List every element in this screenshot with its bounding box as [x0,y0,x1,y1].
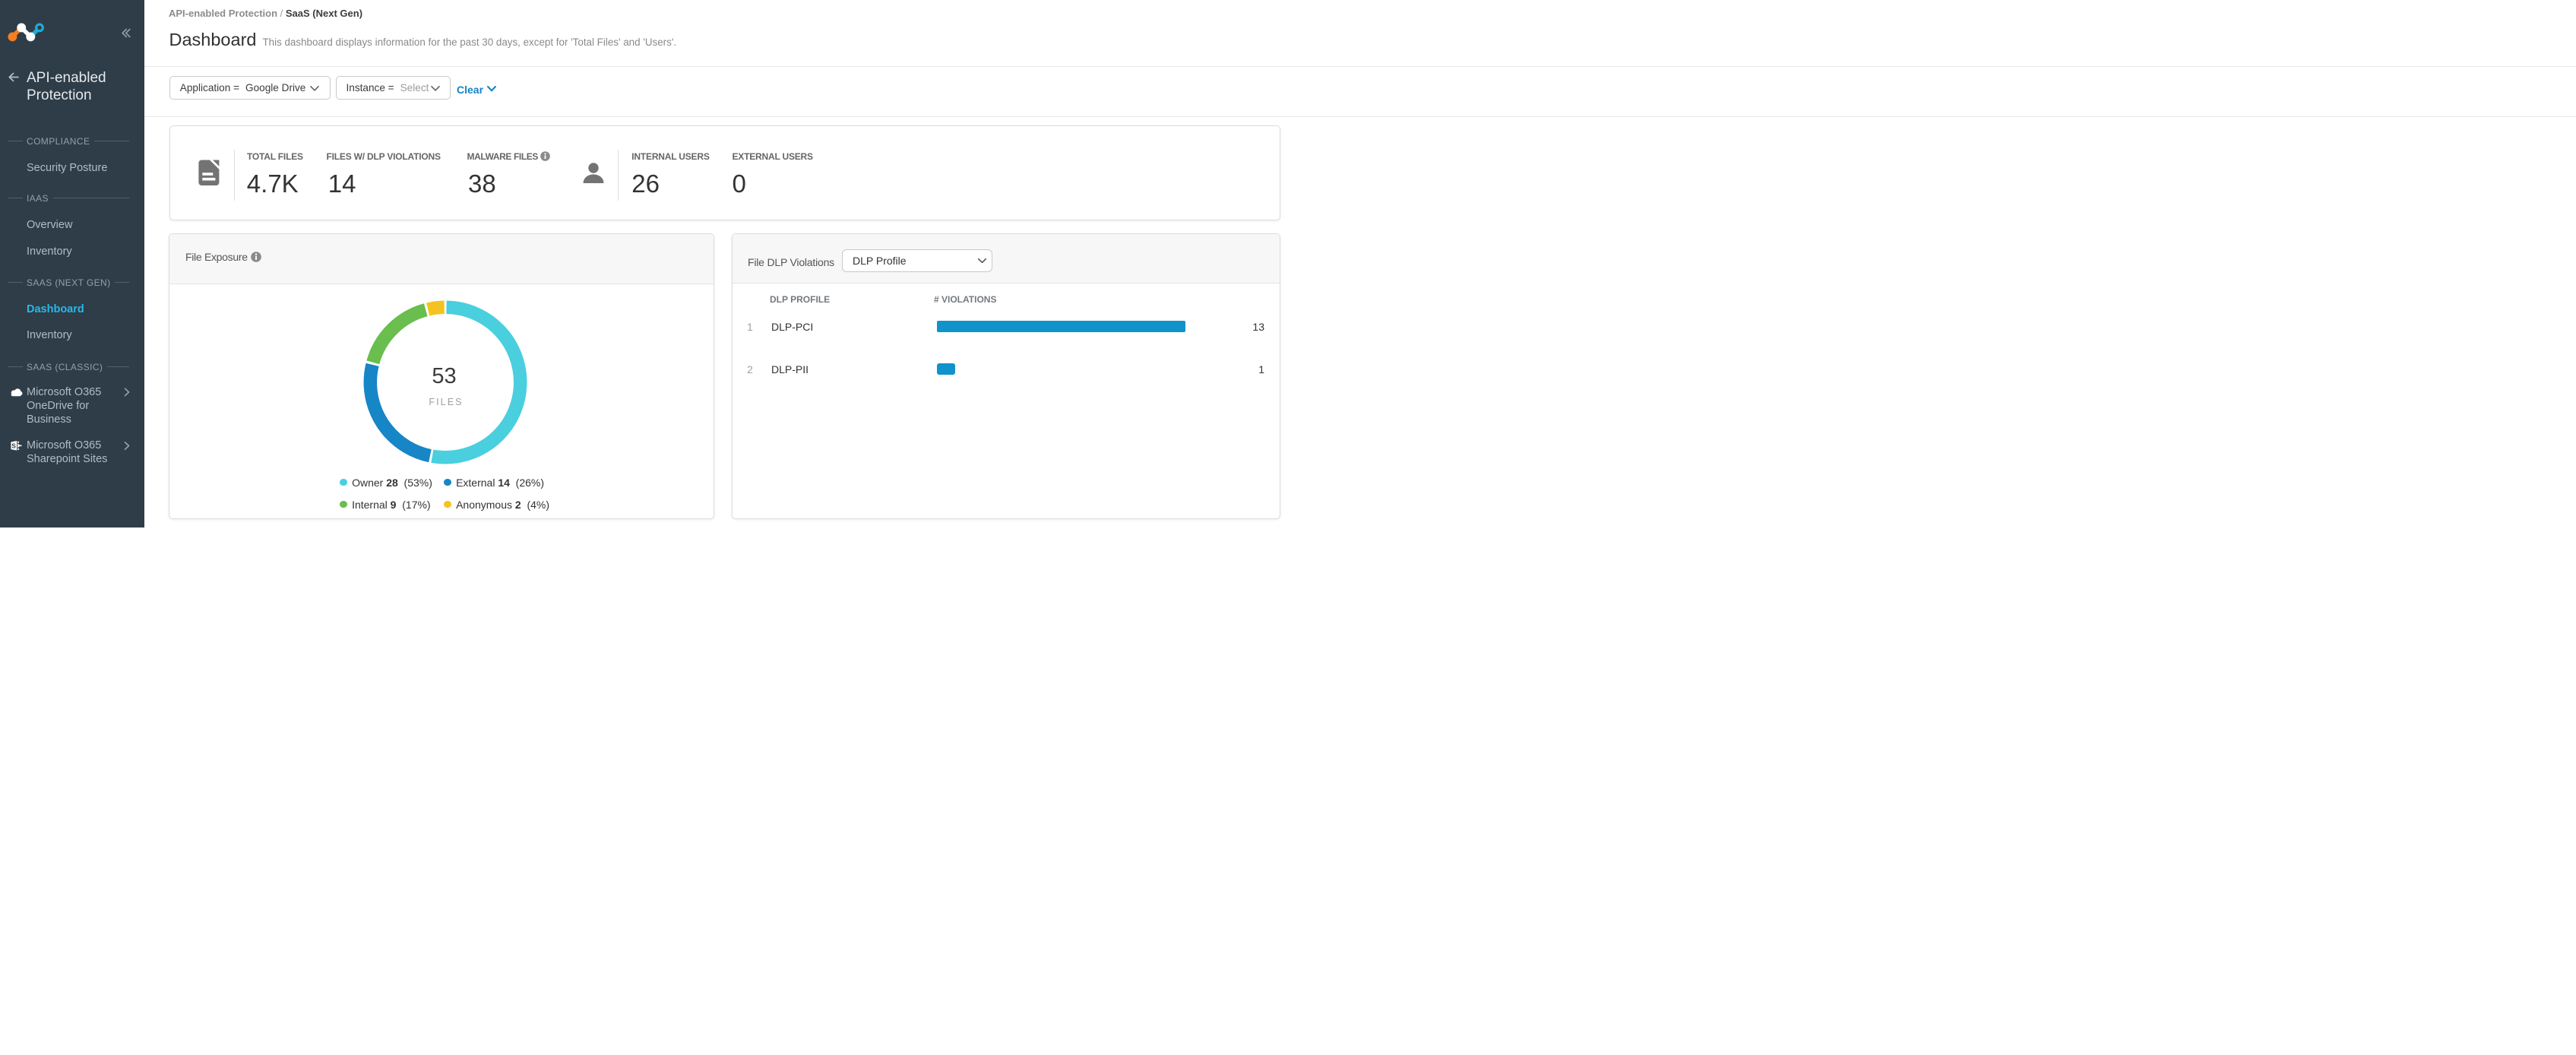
svg-text:S: S [11,442,16,450]
